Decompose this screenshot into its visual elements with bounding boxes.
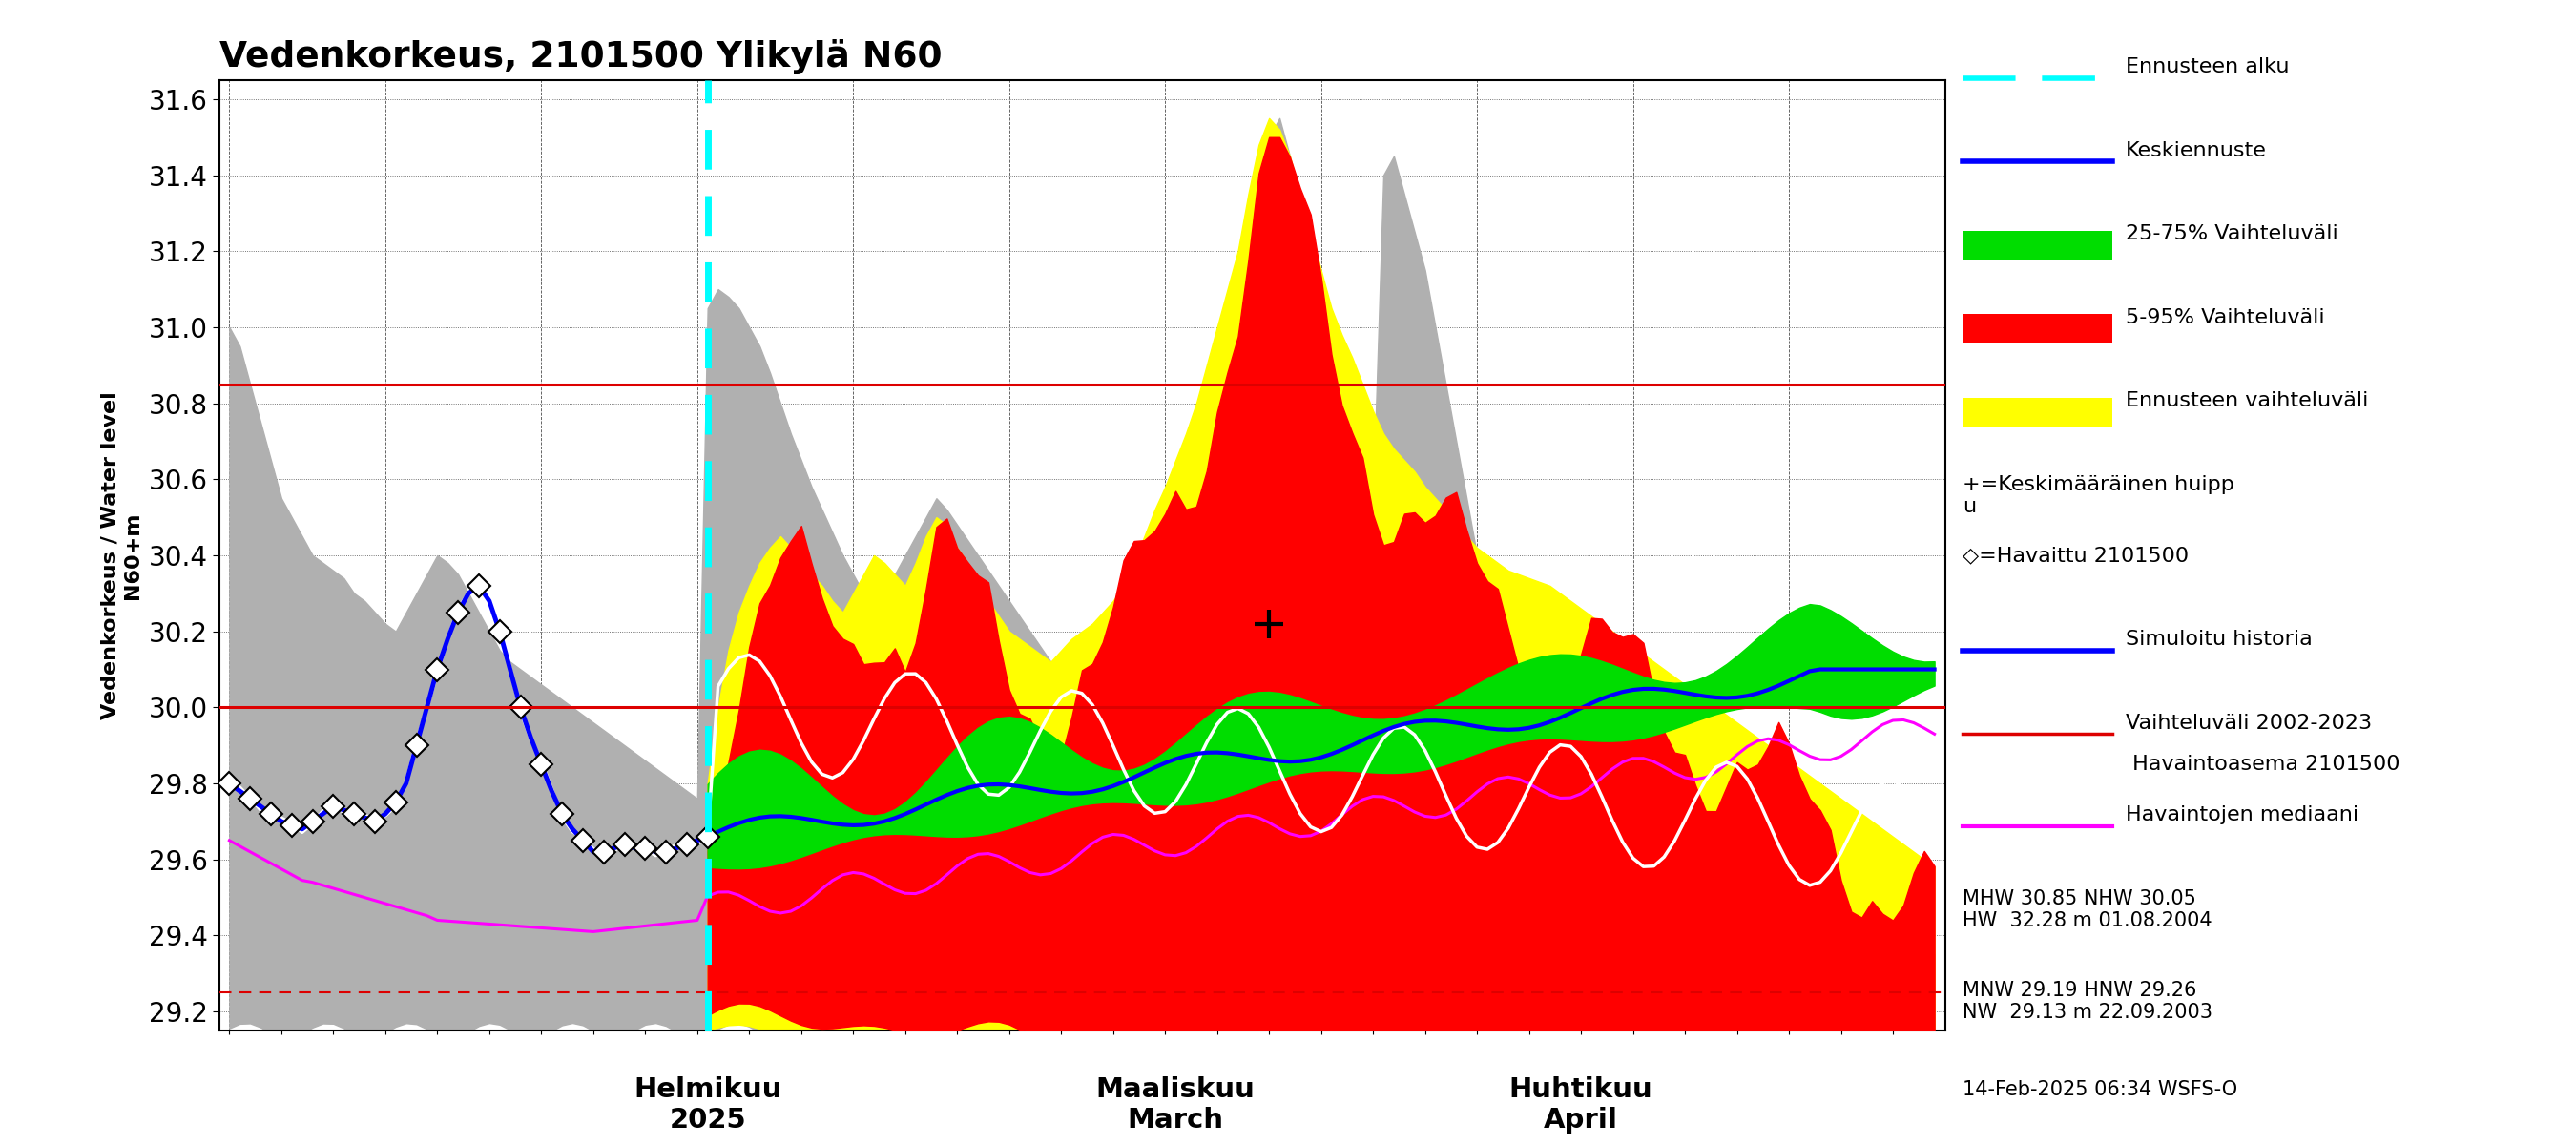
Text: +=Keskimääräinen huipp
u: +=Keskimääräinen huipp u bbox=[1963, 475, 2236, 516]
Text: Huhtikuu
April: Huhtikuu April bbox=[1510, 1076, 1654, 1134]
Text: 5-95% Vaihteluväli: 5-95% Vaihteluväli bbox=[2125, 308, 2324, 327]
Text: 25-75% Vaihteluväli: 25-75% Vaihteluväli bbox=[2125, 224, 2339, 244]
Text: Ennusteen alku: Ennusteen alku bbox=[2125, 57, 2290, 77]
Text: Maaliskuu
March: Maaliskuu March bbox=[1095, 1076, 1255, 1134]
Text: Havaintoasema 2101500: Havaintoasema 2101500 bbox=[2125, 756, 2398, 774]
Text: Keskiennuste: Keskiennuste bbox=[2125, 141, 2267, 160]
Y-axis label: Vedenkorkeus / Water level
N60+m: Vedenkorkeus / Water level N60+m bbox=[100, 392, 142, 719]
Text: Vedenkorkeus, 2101500 Ylikylä N60: Vedenkorkeus, 2101500 Ylikylä N60 bbox=[219, 39, 943, 74]
Text: Simuloitu historia: Simuloitu historia bbox=[2125, 630, 2313, 649]
Text: Ennusteen vaihteluväli: Ennusteen vaihteluväli bbox=[2125, 392, 2367, 411]
Text: Helmikuu
2025: Helmikuu 2025 bbox=[634, 1076, 781, 1134]
Text: 14-Feb-2025 06:34 WSFS-O: 14-Feb-2025 06:34 WSFS-O bbox=[1963, 1080, 2239, 1099]
Text: ◇=Havaittu 2101500: ◇=Havaittu 2101500 bbox=[1963, 546, 2190, 566]
Text: Vaihteluväli 2002-2023: Vaihteluväli 2002-2023 bbox=[2125, 713, 2372, 733]
Text: Havaintojen mediaani: Havaintojen mediaani bbox=[2125, 805, 2357, 824]
Text: MHW 30.85 NHW 30.05
HW  32.28 m 01.08.2004: MHW 30.85 NHW 30.05 HW 32.28 m 01.08.200… bbox=[1963, 889, 2213, 930]
Text: MNW 29.19 HNW 29.26
NW  29.13 m 22.09.2003: MNW 29.19 HNW 29.26 NW 29.13 m 22.09.200… bbox=[1963, 981, 2213, 1022]
